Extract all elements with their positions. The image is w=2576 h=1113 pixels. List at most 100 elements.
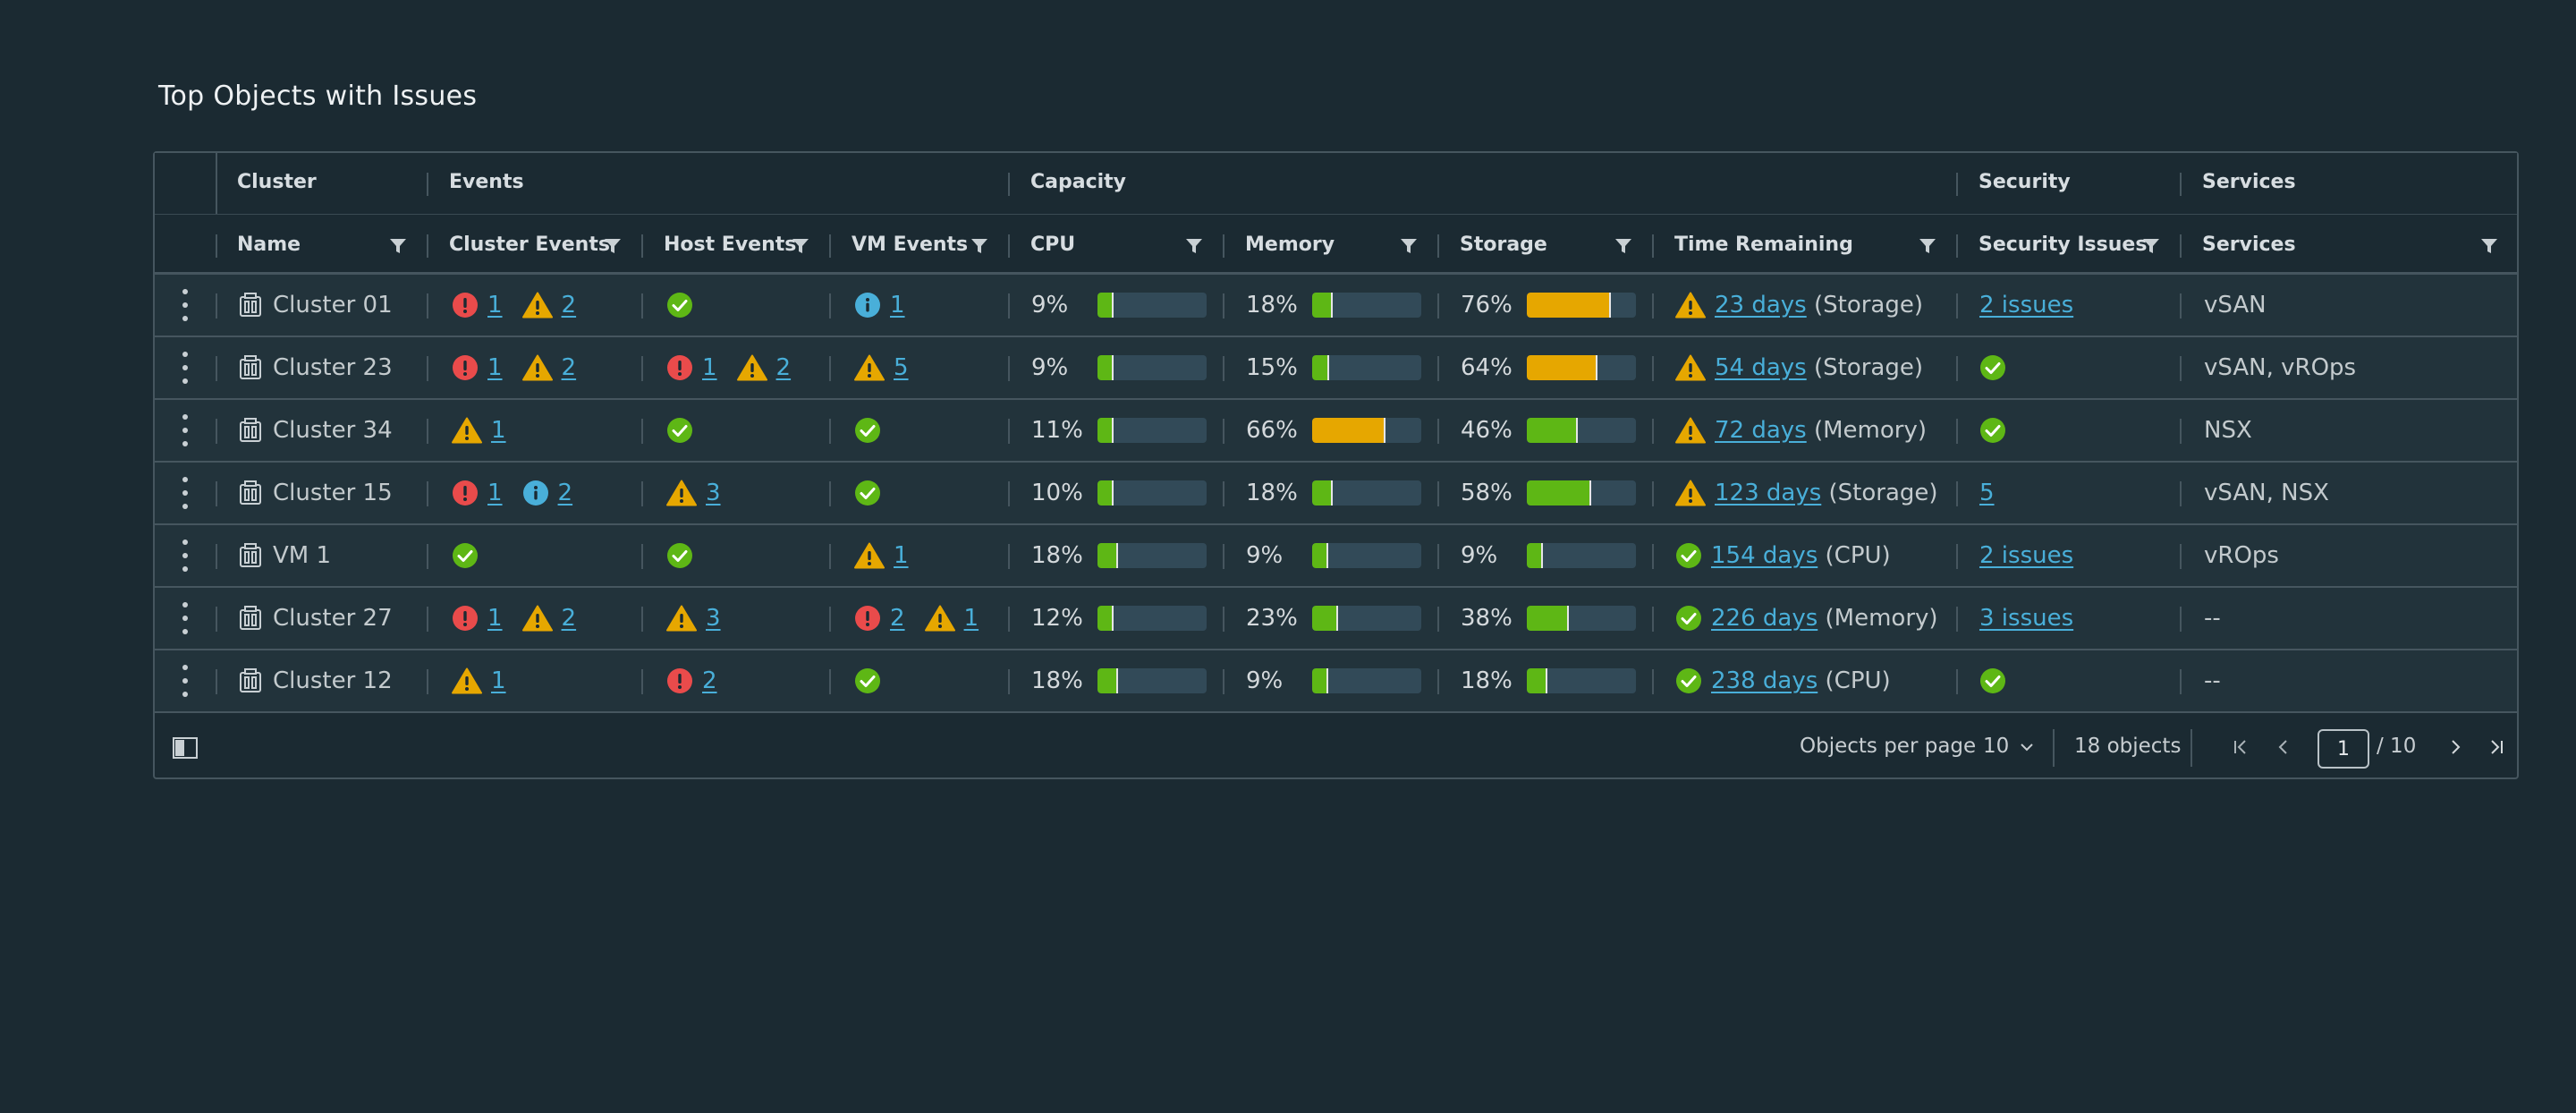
time-remaining-link[interactable]: 23 days [1715, 292, 1807, 319]
row-actions-icon[interactable] [182, 665, 189, 697]
divider [1223, 669, 1224, 694]
usage-bar-fill [1527, 606, 1569, 631]
divider [1008, 607, 1010, 632]
row-actions-icon[interactable] [182, 289, 189, 321]
row-actions-icon[interactable] [182, 477, 189, 509]
column-toggle-icon[interactable] [173, 737, 198, 759]
cell-cluster-events: 1 [452, 400, 506, 461]
event-count-link[interactable]: 1 [894, 542, 909, 569]
filter-icon[interactable] [970, 237, 988, 255]
filter-icon[interactable] [2480, 237, 2498, 255]
column-cpu[interactable]: CPU [1030, 234, 1076, 256]
usage-bar [1527, 668, 1636, 693]
usage-bar [1097, 543, 1207, 568]
divider [1437, 481, 1439, 506]
divider [216, 419, 217, 444]
filter-icon[interactable] [604, 237, 622, 255]
column-services[interactable]: Services [2202, 234, 2296, 256]
column-time-remaining[interactable]: Time Remaining [1674, 234, 1853, 256]
security-issues-link[interactable]: 3 issues [1979, 605, 2074, 632]
warning-icon [666, 605, 697, 632]
row-actions-icon[interactable] [182, 540, 189, 572]
time-remaining-link[interactable]: 123 days [1715, 480, 1822, 506]
column-name[interactable]: Name [237, 234, 301, 256]
event-count-link[interactable]: 2 [702, 667, 717, 694]
filter-icon[interactable] [2142, 237, 2160, 255]
last-page-icon[interactable] [2486, 736, 2507, 758]
filter-icon[interactable] [389, 237, 407, 255]
security-issues-link[interactable]: 2 issues [1979, 292, 2074, 319]
filter-icon[interactable] [1400, 237, 1418, 255]
services-value: -- [2204, 667, 2221, 694]
divider [1008, 544, 1010, 569]
column-memory[interactable]: Memory [1245, 234, 1335, 256]
column-security-issues[interactable]: Security Issues [1979, 234, 2148, 256]
page-size-select[interactable]: 10 [1983, 735, 2034, 758]
event-count-link[interactable]: 1 [491, 667, 506, 694]
cell-services: -- [2204, 650, 2221, 711]
event-count-link[interactable]: 1 [702, 354, 717, 381]
event-count-link[interactable]: 1 [487, 354, 503, 381]
datagrid-footer: Objects per page 10 18 objects / 10 [155, 717, 2517, 779]
usage-percent: 46% [1461, 417, 1513, 444]
event-count-link[interactable]: 1 [963, 605, 979, 632]
filter-icon[interactable] [1919, 237, 1936, 255]
event-count-link[interactable]: 5 [894, 354, 909, 381]
security-issues-link[interactable]: 2 issues [1979, 542, 2074, 569]
usage-bar-fill [1312, 543, 1328, 568]
filter-icon[interactable] [792, 237, 809, 255]
cell-security-issues: 3 issues [1979, 588, 2073, 649]
divider [1223, 544, 1224, 569]
security-issues-link[interactable]: 5 [1979, 480, 1995, 506]
row-actions-icon[interactable] [182, 352, 189, 384]
event-count-link[interactable]: 2 [775, 354, 792, 381]
event-count-link[interactable]: 2 [561, 605, 577, 632]
usage-percent: 58% [1461, 480, 1513, 506]
time-remaining-link[interactable]: 238 days [1711, 667, 1818, 694]
event-count-link[interactable]: 1 [491, 417, 506, 444]
event-count-link[interactable]: 2 [561, 292, 577, 319]
event-count-link[interactable]: 1 [487, 480, 503, 506]
column-host-events[interactable]: Host Events [664, 234, 797, 256]
event-count-link[interactable]: 2 [561, 354, 577, 381]
event-count-link[interactable]: 2 [557, 480, 573, 506]
previous-page-icon[interactable] [2273, 736, 2294, 758]
filter-icon[interactable] [1185, 237, 1203, 255]
gutter-divider [216, 153, 217, 214]
first-page-icon[interactable] [2230, 736, 2251, 758]
usage-bar [1527, 418, 1636, 443]
next-page-icon[interactable] [2445, 736, 2466, 758]
event-count-link[interactable]: 1 [890, 292, 905, 319]
divider [2053, 729, 2055, 767]
event-count-link[interactable]: 1 [487, 605, 503, 632]
warning-icon [854, 354, 885, 381]
column-vm-events[interactable]: VM Events [852, 234, 969, 256]
time-remaining-link[interactable]: 154 days [1711, 542, 1818, 569]
time-remaining-resource: (CPU) [1825, 667, 1891, 694]
status-ok-icon [667, 293, 692, 318]
time-remaining-link[interactable]: 54 days [1715, 354, 1807, 381]
divider [641, 419, 643, 444]
row-actions-icon[interactable] [182, 602, 189, 634]
row-actions-icon[interactable] [182, 414, 189, 446]
current-page-input[interactable] [2318, 729, 2369, 769]
filter-icon[interactable] [1614, 237, 1632, 255]
warning-icon [1675, 292, 1706, 319]
column-storage[interactable]: Storage [1460, 234, 1547, 256]
event-count-link[interactable]: 2 [890, 605, 905, 632]
cell-time-remaining: 238 days (CPU) [1675, 650, 1891, 711]
divider [1652, 234, 1654, 258]
column-cluster-events[interactable]: Cluster Events [449, 234, 610, 256]
table-row: VM 1 1 18% 9% 9% 154 days (CPU) 2 issues… [155, 525, 2517, 588]
time-remaining-link[interactable]: 72 days [1715, 417, 1807, 444]
usage-bar [1312, 355, 1421, 380]
event-count-link[interactable]: 3 [706, 480, 721, 506]
event-count-link[interactable]: 3 [706, 605, 721, 632]
time-remaining-link[interactable]: 226 days [1711, 605, 1818, 632]
object-name: Cluster 15 [273, 480, 393, 506]
event-count-link[interactable]: 1 [487, 292, 503, 319]
cell-storage: 38% [1461, 588, 1636, 649]
divider [2180, 293, 2182, 319]
usage-bar [1527, 606, 1636, 631]
